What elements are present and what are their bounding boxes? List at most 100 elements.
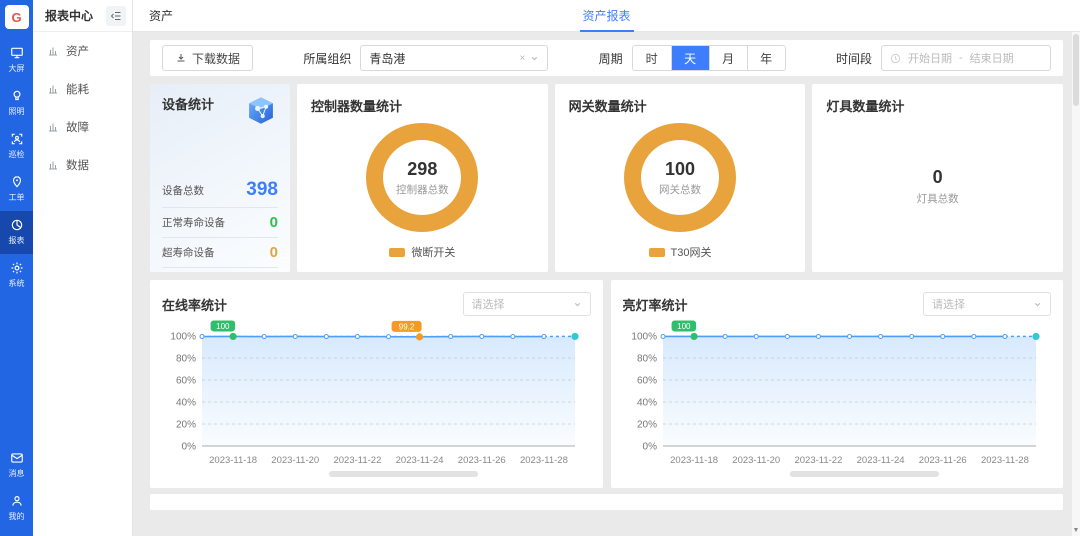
sidebar-item-label: 巡检 <box>8 150 25 159</box>
svg-text:60%: 60% <box>176 376 196 387</box>
online-rate-line-chart[interactable]: 100% 80% 60% 40% 20% 0% 2023-11-18 2023-11-20 20… <box>162 318 591 488</box>
range-separator: - <box>959 52 963 64</box>
device-card-title: 设备统计 <box>162 97 215 112</box>
period-option-day[interactable]: 天 <box>670 46 709 70</box>
online-rate-card: 在线率统计 请选择 100% 80% 60% 40% 20% 0% 2023-11-18 20… <box>150 280 603 488</box>
gateway-stats-card: 网关数量统计 100 网关总数 T30网关 <box>554 84 806 272</box>
app-logo-letter: G <box>11 9 22 25</box>
legend-swatch <box>648 247 665 257</box>
gateway-donut-chart[interactable]: 100 网关总数 <box>624 123 736 232</box>
sidebar-item-label: 消息 <box>8 469 25 478</box>
stats-row: 设备统计 设备总数 398 正常寿命设备 0 超寿命设备 <box>150 84 1064 272</box>
download-icon <box>175 52 187 64</box>
controller-donut-chart[interactable]: 298 控制器总数 <box>366 123 479 232</box>
sidebar-bottom: 消息 我的 <box>0 444 33 536</box>
submenu-item-label: 能耗 <box>66 84 89 96</box>
chevron-down-icon[interactable] <box>530 54 539 63</box>
svg-text:100%: 100% <box>170 332 196 343</box>
submenu-item-data[interactable]: 数据 <box>33 146 132 184</box>
chevron-down-icon <box>573 300 582 309</box>
period-option-month[interactable]: 月 <box>708 46 747 70</box>
download-data-button[interactable]: 下载数据 <box>162 45 254 71</box>
svg-text:40%: 40% <box>176 398 196 409</box>
device-stats-card: 设备统计 设备总数 398 正常寿命设备 0 超寿命设备 <box>150 84 290 272</box>
period-filter-group: 周期 时 天 月 年 <box>599 45 786 71</box>
sidebar-item-report[interactable]: 报表 <box>0 211 33 254</box>
controller-card-title: 控制器数量统计 <box>311 99 403 114</box>
select-placeholder: 请选择 <box>471 299 505 311</box>
period-option-year[interactable]: 年 <box>746 46 785 70</box>
clear-icon[interactable]: × <box>519 52 526 64</box>
end-date-placeholder: 结束日期 <box>969 53 1014 65</box>
scan-icon <box>10 132 24 146</box>
submenu-item-asset[interactable]: 资产 <box>33 32 132 70</box>
device-normal-value: 0 <box>269 214 278 231</box>
sidebar-item-label: 我的 <box>8 512 25 521</box>
scrollbar-down-arrow[interactable]: ▼ <box>1072 527 1080 534</box>
filter-toolbar: 下载数据 所属组织 青岛港 × 周期 时 天 月 年 <box>150 40 1063 76</box>
gateway-legend[interactable]: T30网关 <box>648 244 712 260</box>
lighting-rate-card: 亮灯率统计 请选择 100% 80% 60% 40% 20% 0% 2023-11-18 20… <box>610 280 1063 488</box>
lighting-rate-line-chart[interactable]: 100% 80% 60% 40% 20% 0% 2023-11-18 2023-11-20 20… <box>623 318 1052 488</box>
svg-text:2023-11-20: 2023-11-20 <box>732 455 780 466</box>
sidebar-item-label: 工单 <box>8 193 25 202</box>
sidebar-item-label: 系统 <box>8 279 25 288</box>
report-file-icon <box>47 45 59 57</box>
scrollbar-thumb[interactable] <box>1073 34 1079 106</box>
submenu-item-fault[interactable]: 故障 <box>33 108 132 146</box>
legend-swatch <box>389 247 406 257</box>
period-option-hour[interactable]: 时 <box>632 46 671 70</box>
controller-total-value: 298 <box>407 158 438 179</box>
org-filter-group: 所属组织 青岛港 × <box>303 45 549 71</box>
envelope-icon <box>10 451 24 465</box>
svg-text:2023-11-22: 2023-11-22 <box>794 455 842 466</box>
lighting-rate-select[interactable]: 请选择 <box>923 292 1051 316</box>
gear-icon <box>10 261 24 275</box>
svg-text:100: 100 <box>677 322 691 331</box>
online-rate-select[interactable]: 请选择 <box>462 292 591 316</box>
gateway-card-title: 网关数量统计 <box>568 99 647 114</box>
timerange-filter-group: 时间段 开始日期 - 结束日期 <box>836 45 1051 71</box>
submenu-item-label: 故障 <box>66 122 89 134</box>
sidebar-item-lighting[interactable]: 照明 <box>0 82 33 125</box>
vertical-scrollbar[interactable]: ▼ <box>1072 32 1080 536</box>
svg-text:2023-11-18: 2023-11-18 <box>670 455 718 466</box>
controller-legend[interactable]: 微断开关 <box>389 244 455 260</box>
sidebar-item-messages[interactable]: 消息 <box>0 444 33 487</box>
sidebar-item-system[interactable]: 系统 <box>0 254 33 297</box>
sidebar-item-label: 报表 <box>8 236 25 245</box>
sidebar-item-workorder[interactable]: 工单 <box>0 168 33 211</box>
svg-text:100%: 100% <box>631 332 657 343</box>
monitor-icon <box>10 46 24 60</box>
collapse-menu-button[interactable] <box>106 5 126 26</box>
report-file-icon <box>47 121 59 133</box>
clock-icon <box>890 53 901 64</box>
date-range-input[interactable]: 开始日期 - 结束日期 <box>881 45 1051 71</box>
svg-text:2023-11-20: 2023-11-20 <box>271 455 319 466</box>
svg-text:2023-11-24: 2023-11-24 <box>396 455 444 466</box>
gateway-legend-label: T30网关 <box>670 247 712 259</box>
sidebar-item-inspection[interactable]: 巡检 <box>0 125 33 168</box>
sidebar-item-dashboard[interactable]: 大屏 <box>0 39 33 82</box>
svg-text:0%: 0% <box>642 442 657 453</box>
svg-text:2023-11-26: 2023-11-26 <box>918 455 966 466</box>
download-data-label: 下载数据 <box>192 51 241 66</box>
sidebar-item-profile[interactable]: 我的 <box>0 487 33 530</box>
sidebar-item-label: 大屏 <box>8 64 25 73</box>
svg-text:20%: 20% <box>176 420 196 431</box>
device-cube-icon <box>244 94 278 128</box>
chevron-down-icon <box>1033 300 1042 309</box>
timerange-label: 时间段 <box>835 51 872 66</box>
page-title: 资产 <box>149 9 174 23</box>
primary-sidebar: G 大屏 照明 巡检 工单 报表 系统 消息 我的 <box>0 0 33 536</box>
report-icon <box>10 218 24 232</box>
app-logo[interactable]: G <box>4 5 29 29</box>
tab-asset-report[interactable]: 资产报表 <box>579 0 634 32</box>
org-select[interactable]: 青岛港 × <box>360 45 549 71</box>
gateway-total-value: 100 <box>664 158 696 179</box>
svg-text:2023-11-28: 2023-11-28 <box>520 455 568 466</box>
submenu-item-energy[interactable]: 能耗 <box>33 70 132 108</box>
lamp-stats-card: 灯具数量统计 0 灯具总数 <box>812 84 1064 272</box>
user-icon <box>10 494 24 508</box>
content: 下载数据 所属组织 青岛港 × 周期 时 天 月 年 <box>133 32 1072 536</box>
